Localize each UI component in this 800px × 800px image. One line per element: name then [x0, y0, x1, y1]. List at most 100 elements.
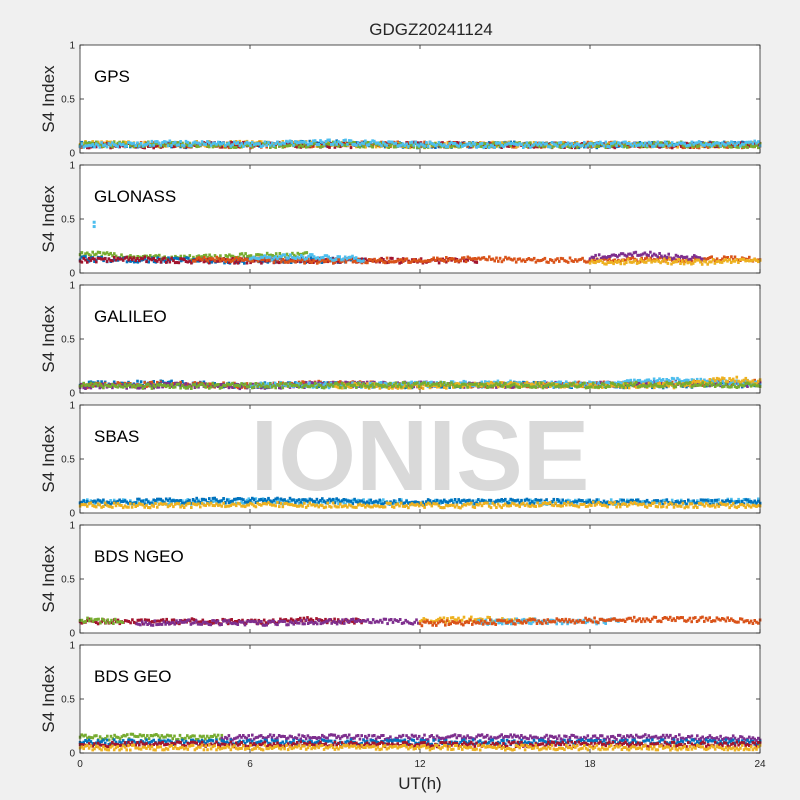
data-point — [233, 145, 236, 149]
data-point — [337, 380, 340, 384]
data-point — [667, 144, 670, 148]
data-point — [84, 255, 87, 259]
data-point — [531, 258, 534, 262]
data-point — [559, 383, 563, 387]
data-point — [484, 380, 487, 384]
data-point — [679, 379, 683, 383]
data-point — [724, 145, 728, 149]
data-point — [319, 259, 323, 263]
data-point — [443, 259, 446, 263]
data-point — [218, 383, 222, 387]
data-point — [191, 141, 195, 145]
data-point — [213, 382, 216, 385]
data-point — [428, 140, 432, 144]
data-point — [251, 145, 254, 149]
data-point — [394, 384, 398, 388]
data-point — [242, 254, 246, 258]
data-point — [164, 382, 168, 385]
y-tick-label: 1 — [69, 41, 75, 52]
data-point — [308, 139, 312, 143]
data-point — [480, 142, 484, 145]
data-point — [292, 141, 295, 145]
data-point — [504, 385, 507, 389]
data-point — [161, 142, 164, 146]
data-point — [80, 260, 84, 264]
data-point — [608, 142, 611, 146]
data-point — [157, 382, 161, 385]
data-point — [737, 258, 740, 262]
data-point — [488, 255, 491, 259]
data-point — [606, 143, 609, 147]
data-point — [263, 259, 267, 263]
data-point — [462, 259, 466, 263]
data-point — [91, 257, 94, 261]
data-point — [174, 256, 177, 260]
data-point — [597, 141, 600, 145]
data-point — [313, 141, 317, 145]
data-point — [588, 145, 591, 149]
data-point — [172, 141, 175, 145]
data-point — [364, 386, 367, 389]
data-point — [197, 141, 200, 145]
data-point — [464, 380, 467, 384]
data-point — [652, 377, 656, 381]
data-point — [229, 254, 233, 258]
data-point — [746, 385, 749, 388]
data-point — [728, 145, 731, 149]
data-point — [577, 380, 581, 384]
data-point — [590, 259, 594, 263]
data-point — [550, 258, 554, 262]
data-point — [545, 144, 548, 148]
data-point — [441, 144, 444, 148]
data-point — [225, 144, 229, 148]
data-point — [380, 259, 383, 262]
data-point — [226, 258, 229, 262]
data-point — [233, 261, 236, 265]
data-point — [534, 144, 538, 148]
data-point — [618, 142, 622, 146]
data-point — [691, 255, 694, 259]
data-point — [339, 145, 342, 149]
data-point — [685, 255, 689, 259]
data-point — [195, 143, 198, 147]
data-point — [296, 259, 299, 263]
data-point — [298, 256, 301, 260]
data-point — [82, 142, 85, 146]
data-point — [414, 259, 418, 263]
data-point — [195, 255, 199, 259]
data-point — [740, 257, 744, 261]
data-point — [432, 142, 435, 146]
data-point — [561, 140, 564, 144]
data-point — [354, 256, 358, 260]
data-point — [710, 141, 713, 145]
data-point — [453, 382, 457, 386]
data-point — [715, 257, 719, 261]
data-point — [511, 145, 514, 149]
data-point — [237, 258, 240, 261]
data-point — [288, 384, 291, 388]
data-point — [365, 140, 369, 144]
data-point — [333, 143, 337, 147]
data-point — [733, 382, 737, 385]
data-point — [654, 253, 658, 257]
data-point — [728, 382, 731, 386]
data-point — [575, 144, 579, 148]
data-point — [705, 142, 708, 146]
data-point — [187, 256, 190, 260]
data-point — [755, 143, 758, 147]
data-point — [498, 384, 502, 388]
data-point — [319, 145, 322, 149]
data-point — [147, 141, 150, 145]
data-point — [270, 258, 274, 262]
data-point — [592, 255, 596, 259]
data-point — [156, 256, 159, 260]
data-point — [202, 260, 206, 264]
data-point — [127, 255, 130, 259]
data-point — [161, 257, 164, 261]
data-point — [182, 258, 186, 261]
data-point — [751, 142, 755, 146]
data-point — [240, 384, 243, 388]
data-point — [82, 386, 85, 390]
data-point — [159, 257, 163, 261]
data-point — [258, 144, 261, 148]
